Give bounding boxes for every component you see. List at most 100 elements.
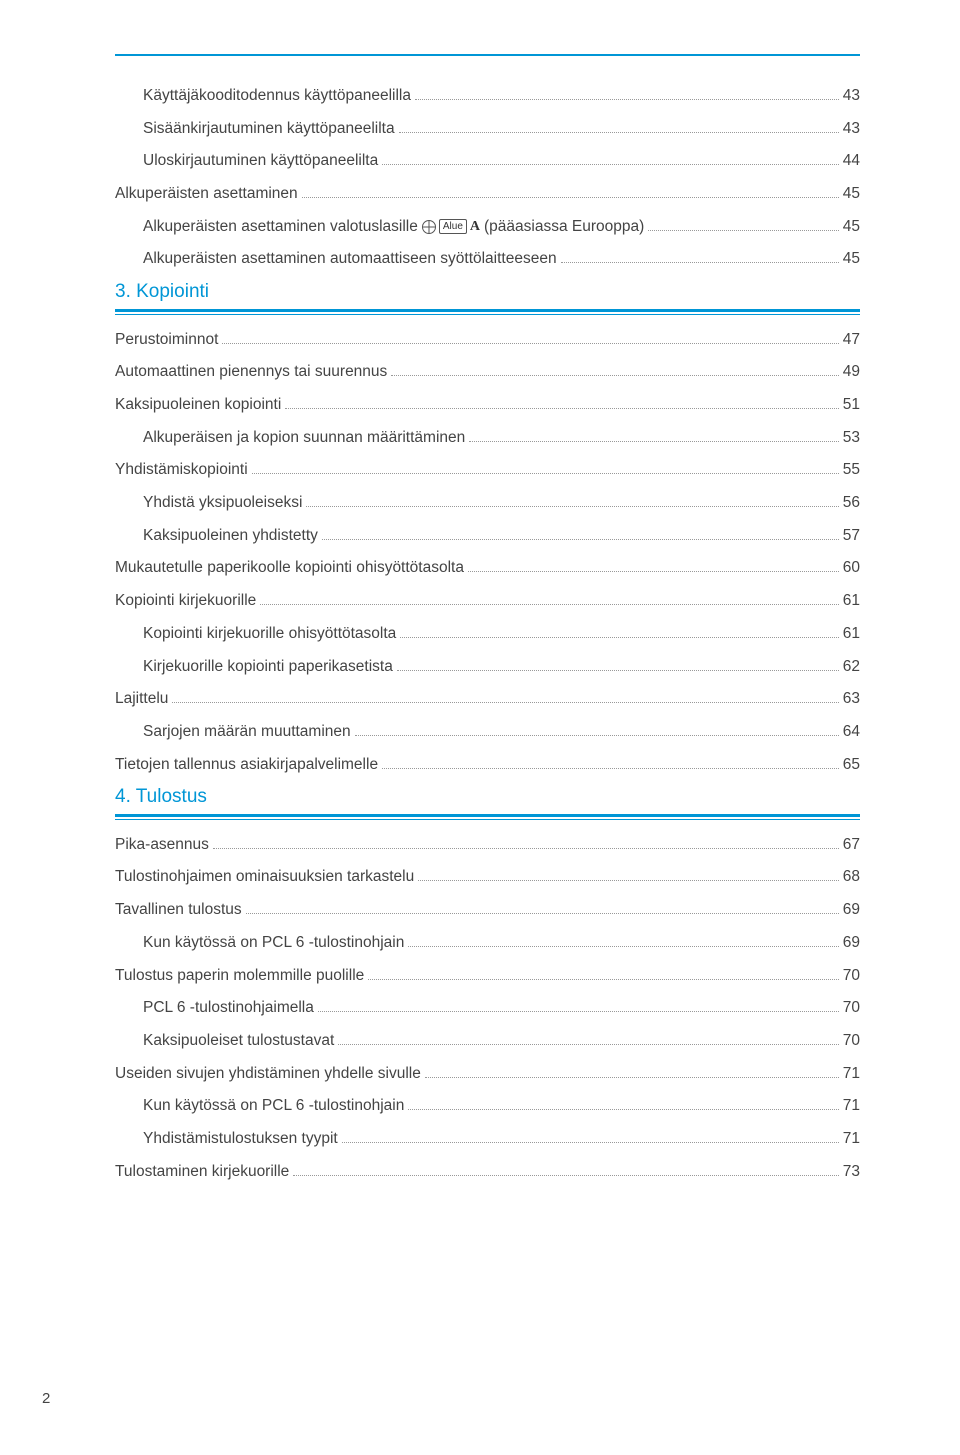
toc-page: 62 [843, 656, 860, 678]
toc-entry[interactable]: Kaksipuoleinen yhdistetty 57 [115, 525, 860, 547]
toc-label: Yhdistä yksipuoleiseksi [143, 492, 302, 514]
toc-label: Kopiointi kirjekuorille [115, 590, 256, 612]
toc-leader [400, 637, 838, 638]
toc-leader [399, 132, 839, 133]
toc-entry[interactable]: Tulostinohjaimen ominaisuuksien tarkaste… [115, 866, 860, 888]
toc-leader [397, 670, 839, 671]
section-rule [115, 819, 860, 820]
toc-leader [469, 441, 838, 442]
toc-label: Kun käytössä on PCL 6 -tulostinohjain [143, 932, 404, 954]
toc-entry[interactable]: Alkuperäisten asettaminen45 [115, 183, 860, 205]
toc-entry[interactable]: Tietojen tallennus asiakirjapalvelimelle… [115, 754, 860, 776]
toc-label: Kaksipuoleinen yhdistetty [143, 525, 318, 547]
toc-leader [391, 375, 838, 376]
toc-page: 53 [843, 427, 860, 449]
toc-leader [260, 604, 838, 605]
toc-leader [342, 1142, 839, 1143]
toc-page: 61 [843, 590, 860, 612]
toc-entry[interactable]: Tulostus paperin molemmille puolille 70 [115, 965, 860, 987]
toc-entry[interactable]: Alkuperäisten asettaminen valotuslasille… [115, 216, 860, 238]
section-heading: 3. Kopiointi [115, 281, 860, 303]
toc-entry[interactable]: Tavallinen tulostus69 [115, 899, 860, 921]
globe-icon [422, 220, 436, 234]
toc-page: 71 [843, 1063, 860, 1085]
toc-entry[interactable]: Yhdistämistulostuksen tyypit71 [115, 1128, 860, 1150]
toc-label: Mukautetulle paperikoolle kopiointi ohis… [115, 557, 464, 579]
toc-page: 57 [843, 525, 860, 547]
toc-leader [302, 197, 839, 198]
toc-leader [338, 1044, 838, 1045]
toc-label: Lajittelu [115, 688, 168, 710]
toc-entry[interactable]: Kun käytössä on PCL 6 -tulostinohjain 69 [115, 932, 860, 954]
toc-page: 51 [843, 394, 860, 416]
toc-entry[interactable]: Alkuperäisen ja kopion suunnan määrittäm… [115, 427, 860, 449]
toc-entry[interactable]: PCL 6 -tulostinohjaimella70 [115, 997, 860, 1019]
toc-label-tail: (pääasiassa Eurooppa) [484, 218, 644, 235]
toc-entry[interactable]: Sarjojen määrän muuttaminen64 [115, 721, 860, 743]
toc-label: Kaksipuoleinen kopiointi [115, 394, 281, 416]
toc-page: 56 [843, 492, 860, 514]
toc-leader [322, 539, 839, 540]
toc-label: Yhdistämiskopiointi [115, 459, 248, 481]
toc-label: Tulostus paperin molemmille puolille [115, 965, 364, 987]
toc-page: 69 [843, 932, 860, 954]
toc-entry[interactable]: Tulostaminen kirjekuorille73 [115, 1161, 860, 1183]
toc-label: Tulostinohjaimen ominaisuuksien tarkaste… [115, 866, 414, 888]
toc-leader [408, 946, 838, 947]
toc-label: Uloskirjautuminen käyttöpaneelilta [143, 150, 378, 172]
toc-entry[interactable]: Alkuperäisten asettaminen automaattiseen… [115, 248, 860, 270]
section-rule [115, 314, 860, 315]
toc-entry[interactable]: Kaksipuoleinen kopiointi 51 [115, 394, 860, 416]
toc-leader [418, 880, 839, 881]
toc-leader [246, 913, 839, 914]
toc-leader [382, 768, 839, 769]
toc-page: 65 [843, 754, 860, 776]
toc-label: Tietojen tallennus asiakirjapalvelimelle [115, 754, 378, 776]
toc-label: PCL 6 -tulostinohjaimella [143, 997, 314, 1019]
toc-leader [425, 1077, 839, 1078]
toc-entry[interactable]: Kaksipuoleiset tulostustavat70 [115, 1030, 860, 1052]
toc-page: 49 [843, 361, 860, 383]
table-of-contents: Käyttäjäkooditodennus käyttöpaneelilla43… [115, 85, 860, 1182]
toc-entry[interactable]: Lajittelu63 [115, 688, 860, 710]
toc-leader [306, 506, 838, 507]
region-icons: AlueA [422, 219, 480, 234]
toc-entry[interactable]: Pika-asennus67 [115, 834, 860, 856]
toc-entry[interactable]: Kirjekuorille kopiointi paperikasetista6… [115, 656, 860, 678]
toc-leader [172, 702, 838, 703]
toc-page: 70 [843, 965, 860, 987]
toc-entry[interactable]: Yhdistä yksipuoleiseksi 56 [115, 492, 860, 514]
toc-entry[interactable]: Yhdistämiskopiointi55 [115, 459, 860, 481]
toc-entry[interactable]: Useiden sivujen yhdistäminen yhdelle siv… [115, 1063, 860, 1085]
toc-label: Alkuperäisten asettaminen [115, 183, 298, 205]
toc-entry[interactable]: Kun käytössä on PCL 6 -tulostinohjain71 [115, 1095, 860, 1117]
toc-label: Automaattinen pienennys tai suurennus [115, 361, 387, 383]
alue-icon: Alue [439, 219, 467, 234]
toc-entry[interactable]: Kopiointi kirjekuorille ohisyöttötasolta… [115, 623, 860, 645]
toc-entry[interactable]: Automaattinen pienennys tai suurennus 49 [115, 361, 860, 383]
toc-leader [368, 979, 838, 980]
toc-leader [415, 99, 839, 100]
toc-label: Kopiointi kirjekuorille ohisyöttötasolta [143, 623, 396, 645]
toc-entry[interactable]: Perustoiminnot47 [115, 329, 860, 351]
toc-leader [355, 735, 839, 736]
toc-page: 43 [843, 118, 860, 140]
toc-label: Pika-asennus [115, 834, 209, 856]
toc-entry[interactable]: Uloskirjautuminen käyttöpaneelilta44 [115, 150, 860, 172]
toc-entry[interactable]: Mukautetulle paperikoolle kopiointi ohis… [115, 557, 860, 579]
toc-entry[interactable]: Kopiointi kirjekuorille 61 [115, 590, 860, 612]
toc-label: Käyttäjäkooditodennus käyttöpaneelilla [143, 85, 411, 107]
toc-label: Alkuperäisten asettaminen valotuslasille… [143, 216, 644, 238]
section-rule [115, 814, 860, 817]
top-rule [115, 54, 860, 56]
toc-label: Yhdistämistulostuksen tyypit [143, 1128, 338, 1150]
toc-entry[interactable]: Sisäänkirjautuminen käyttöpaneelilta43 [115, 118, 860, 140]
toc-page: 70 [843, 1030, 860, 1052]
toc-leader [285, 408, 838, 409]
toc-leader [648, 230, 838, 231]
toc-leader [318, 1011, 839, 1012]
section-heading: 4. Tulostus [115, 786, 860, 808]
toc-page: 45 [843, 248, 860, 270]
section-rule [115, 309, 860, 312]
toc-entry[interactable]: Käyttäjäkooditodennus käyttöpaneelilla43 [115, 85, 860, 107]
